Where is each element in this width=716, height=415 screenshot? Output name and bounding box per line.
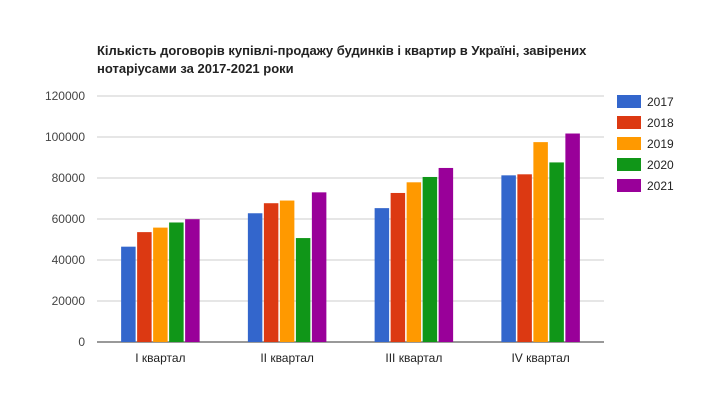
bar-2017-q2 [247,213,263,342]
legend-label-2021: 2021 [647,179,674,193]
x-tick-label: III квартал [385,351,442,365]
y-tick-label: 120000 [45,89,85,103]
bar-2019-q3 [406,182,422,342]
chart-title: Кількість договорів купівлі-продажу буди… [97,42,617,78]
bar-2021-q2 [311,192,327,342]
legend-label-2017: 2017 [647,95,674,109]
y-tick-label: 20000 [52,294,86,308]
y-tick-label: 40000 [52,253,86,267]
legend-label-2020: 2020 [647,158,674,172]
x-tick-label: I квартал [135,351,185,365]
x-tick-label: IV квартал [511,351,569,365]
legend-label-2018: 2018 [647,116,674,130]
bar-2017-q3 [374,208,390,342]
bar-2020-q4 [549,162,564,342]
legend-swatch-2017 [617,95,641,108]
bar-2021-q3 [438,167,454,342]
chart-title-line-2: нотаріусами за 2017-2021 роки [97,61,294,76]
bar-2019-q1 [153,227,168,342]
y-tick-label: 0 [78,335,85,349]
bar-2017-q4 [501,175,516,342]
bar-2021-q4 [565,133,580,342]
bars [121,133,580,342]
bar-2017-q1 [121,246,136,342]
legend-swatch-2021 [617,179,641,192]
bar-2021-q1 [185,219,200,342]
x-axis: I квартал II квартал III квартал IV квартал [135,351,570,365]
bar-2020-q2 [295,238,311,342]
bar-2019-q4 [533,142,548,342]
legend-swatch-2018 [617,116,641,129]
legend-swatch-2019 [617,137,641,150]
bar-2018-q2 [263,203,279,342]
bar-2018-q1 [137,232,152,342]
y-tick-label: 80000 [52,171,86,185]
y-tick-label: 60000 [52,212,86,226]
y-axis: 0 20000 40000 60000 80000 100000 120000 [45,89,85,349]
bar-2019-q2 [279,200,295,342]
legend-swatch-2020 [617,158,641,171]
x-tick-label: II квартал [260,351,314,365]
legend-label-2019: 2019 [647,137,674,151]
chart-title-line-1: Кількість договорів купівлі-продажу буди… [97,43,587,58]
bar-2020-q1 [169,222,184,342]
legend: 2017 2018 2019 2020 2021 [617,95,674,193]
bar-2018-q4 [517,174,532,342]
y-tick-label: 100000 [45,130,85,144]
bar-2020-q3 [422,176,438,342]
bar-2018-q3 [390,192,406,342]
